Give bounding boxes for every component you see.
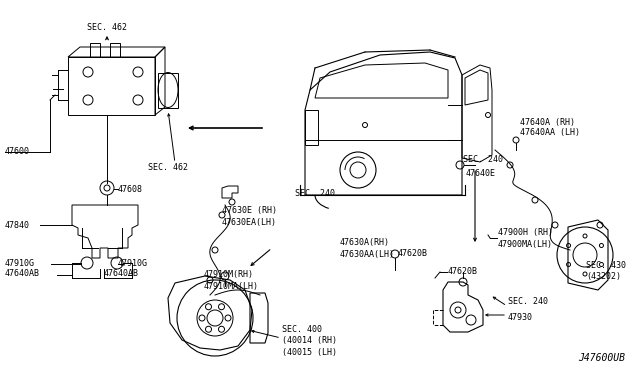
Text: 47910G: 47910G — [5, 259, 35, 267]
Text: 47640AB: 47640AB — [5, 269, 40, 279]
Text: SEC. 462: SEC. 462 — [148, 164, 188, 173]
Text: 47900MA(LH): 47900MA(LH) — [498, 240, 553, 248]
Bar — [110, 43, 120, 57]
Text: 47910M(RH): 47910M(RH) — [204, 270, 254, 279]
Text: 47630E (RH): 47630E (RH) — [222, 206, 277, 215]
Text: 47910MA(LH): 47910MA(LH) — [204, 282, 259, 291]
Text: SEC. 240: SEC. 240 — [508, 296, 548, 305]
Text: SEC. 240: SEC. 240 — [295, 189, 335, 198]
Text: 47900H (RH): 47900H (RH) — [498, 228, 553, 237]
Text: SEC. 400: SEC. 400 — [282, 326, 322, 334]
Text: 47630AA(LH): 47630AA(LH) — [340, 250, 395, 259]
Text: SEC. 240: SEC. 240 — [463, 155, 503, 164]
Text: 47620B: 47620B — [448, 267, 478, 276]
Text: 47630EA(LH): 47630EA(LH) — [222, 218, 277, 227]
Text: 47640AA (LH): 47640AA (LH) — [520, 128, 580, 138]
Text: 47640AB: 47640AB — [104, 269, 139, 279]
Text: 47840: 47840 — [5, 221, 30, 230]
Text: 47620B: 47620B — [398, 250, 428, 259]
Text: 47600: 47600 — [5, 148, 30, 157]
Text: J47600UB: J47600UB — [578, 353, 625, 363]
Text: SEC. 462: SEC. 462 — [87, 23, 127, 32]
Text: (43202): (43202) — [586, 272, 621, 280]
Text: (40014 (RH): (40014 (RH) — [282, 337, 337, 346]
Text: (40015 (LH): (40015 (LH) — [282, 347, 337, 356]
Text: 47910G: 47910G — [118, 259, 148, 267]
Text: 47630A(RH): 47630A(RH) — [340, 238, 390, 247]
Bar — [158, 73, 178, 108]
Text: 47640A (RH): 47640A (RH) — [520, 118, 575, 126]
Text: 47640E: 47640E — [466, 169, 496, 177]
Text: SEC. 430: SEC. 430 — [586, 260, 626, 269]
Text: 47930: 47930 — [508, 314, 533, 323]
Bar — [90, 43, 100, 57]
Text: 47608: 47608 — [118, 186, 143, 195]
